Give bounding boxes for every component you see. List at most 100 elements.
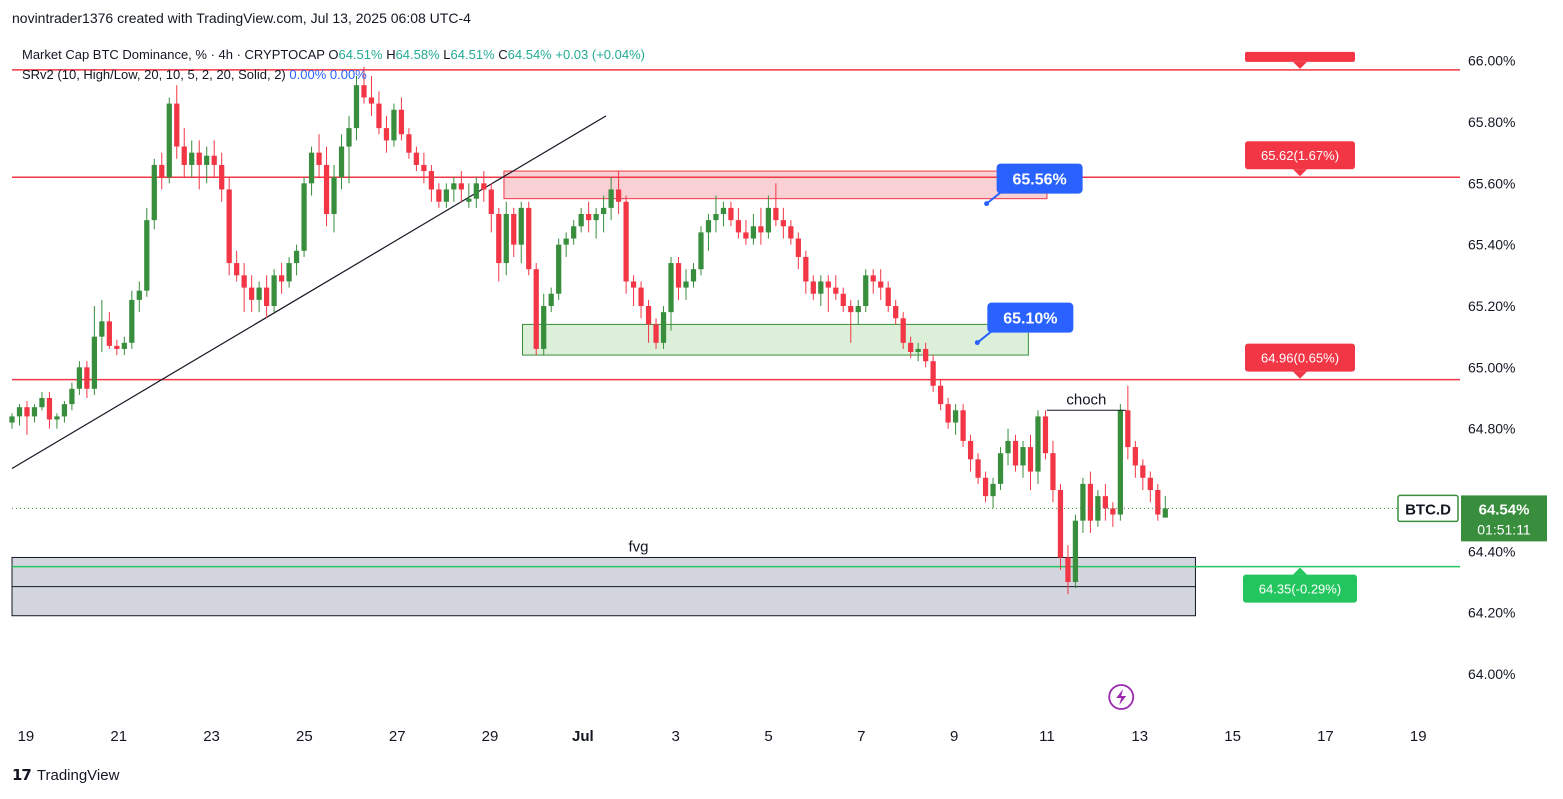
y-tick-label: 65.80% xyxy=(1468,114,1515,130)
candle-body xyxy=(361,85,367,98)
candle-body xyxy=(16,407,23,417)
candle-body xyxy=(159,164,165,178)
y-tick-label: 65.60% xyxy=(1468,175,1515,191)
candle-body xyxy=(54,416,60,420)
candle-body xyxy=(863,275,869,306)
candle-body xyxy=(451,183,457,190)
candle-body xyxy=(241,275,247,288)
bar-countdown: 01:51:11 xyxy=(1477,521,1531,537)
candle-body xyxy=(1095,496,1101,521)
candle-body xyxy=(376,103,382,129)
open-value: 64.51% xyxy=(338,47,383,62)
candle-body xyxy=(997,453,1004,484)
level-badge-0 xyxy=(1245,51,1355,62)
candle-body xyxy=(1110,508,1116,515)
indicator-legend-row: SRv2 (10, High/Low, 20, 10, 5, 2, 20, So… xyxy=(22,65,645,85)
candle-body xyxy=(728,207,734,221)
candle-body xyxy=(548,293,554,306)
attribution-text: novintrader1376 created with TradingView… xyxy=(12,10,471,26)
tradingview-logo[interactable]: 17 TradingView xyxy=(12,766,119,784)
candle-body xyxy=(1042,416,1049,454)
candle-body xyxy=(893,306,899,319)
candle-body xyxy=(39,398,45,408)
level-badge-3 xyxy=(1243,574,1357,603)
candle-body xyxy=(653,324,659,343)
candle-body xyxy=(1050,453,1056,490)
candle-body xyxy=(9,416,15,423)
callout-dot-1 xyxy=(974,340,980,346)
candle-body xyxy=(930,361,936,386)
candle-body xyxy=(24,407,30,417)
x-tick-label: 11 xyxy=(1039,728,1055,745)
candle-body xyxy=(106,321,112,346)
candle-body xyxy=(99,321,105,337)
y-tick-label: 64.40% xyxy=(1468,543,1515,559)
candle-body xyxy=(46,398,53,420)
x-tick-label: 17 xyxy=(1317,728,1334,745)
y-tick-label: 66.00% xyxy=(1468,53,1515,69)
x-tick-label: 19 xyxy=(1410,728,1427,745)
candle-body xyxy=(810,281,816,294)
candle-body xyxy=(825,281,831,288)
high-label: H xyxy=(386,47,396,62)
candle-body xyxy=(271,275,277,306)
candle-body xyxy=(526,207,532,270)
high-value: 64.58% xyxy=(395,47,440,62)
level-badge-label-1: 65.62(1.67%) xyxy=(1261,148,1339,163)
candle-body xyxy=(556,244,562,294)
level-badge-pointer-2 xyxy=(1293,371,1307,379)
candle-body xyxy=(683,281,689,288)
candle-body xyxy=(645,306,652,325)
candle-body xyxy=(773,207,779,221)
candle-body xyxy=(473,183,479,199)
candle-body xyxy=(541,306,547,349)
level-badge-pointer-0 xyxy=(1293,61,1307,69)
candle-body xyxy=(114,345,120,349)
candle-body xyxy=(615,189,622,202)
x-tick-label: 19 xyxy=(18,728,35,745)
candle-body xyxy=(885,287,891,306)
lightning-bolt-icon xyxy=(1116,689,1127,705)
candle-body xyxy=(586,214,592,221)
callout-label-0: 65.56% xyxy=(1012,172,1066,189)
candle-body xyxy=(833,287,839,294)
candle-body xyxy=(990,483,996,497)
candle-body xyxy=(76,367,83,389)
candle-body xyxy=(1132,447,1138,466)
candle-body xyxy=(720,207,727,214)
candle-body xyxy=(249,287,255,300)
candle-body xyxy=(735,220,742,233)
candle-body xyxy=(413,152,420,165)
candle-body xyxy=(533,269,539,349)
symbol-legend-row: Market Cap BTC Dominance, % · 4h · CRYPT… xyxy=(22,45,645,65)
candle-body xyxy=(982,477,989,497)
candle-body xyxy=(675,263,682,288)
candle-body xyxy=(690,269,697,282)
callout-box-1 xyxy=(987,302,1074,333)
candle-body xyxy=(960,410,966,441)
chart-legend: Market Cap BTC Dominance, % · 4h · CRYPT… xyxy=(22,45,645,85)
candle-body xyxy=(331,177,337,214)
candle-body xyxy=(264,287,270,306)
current-price-badge xyxy=(1461,495,1547,542)
candle-body xyxy=(443,189,449,202)
change-value: +0.03 (+0.04%) xyxy=(555,47,645,62)
x-tick-label: Jul xyxy=(572,728,594,745)
candle-body xyxy=(758,226,764,233)
x-tick-label: 27 xyxy=(389,728,406,745)
candle-body xyxy=(458,183,464,190)
candle-body xyxy=(293,250,300,264)
callout-dot-0 xyxy=(984,201,990,207)
candle-body xyxy=(91,336,97,389)
candle-body xyxy=(278,275,285,282)
candle-body xyxy=(788,226,794,239)
candle-body xyxy=(713,214,719,221)
candle-body xyxy=(1057,490,1064,558)
x-tick-label: 3 xyxy=(671,728,679,745)
candle-body xyxy=(428,171,435,190)
demand-zone xyxy=(522,323,1029,356)
candle-body xyxy=(578,214,584,227)
indicator-name: SRv2 (10, High/Low, 20, 10, 5, 2, 20, So… xyxy=(22,67,286,82)
candle-body xyxy=(234,263,240,276)
